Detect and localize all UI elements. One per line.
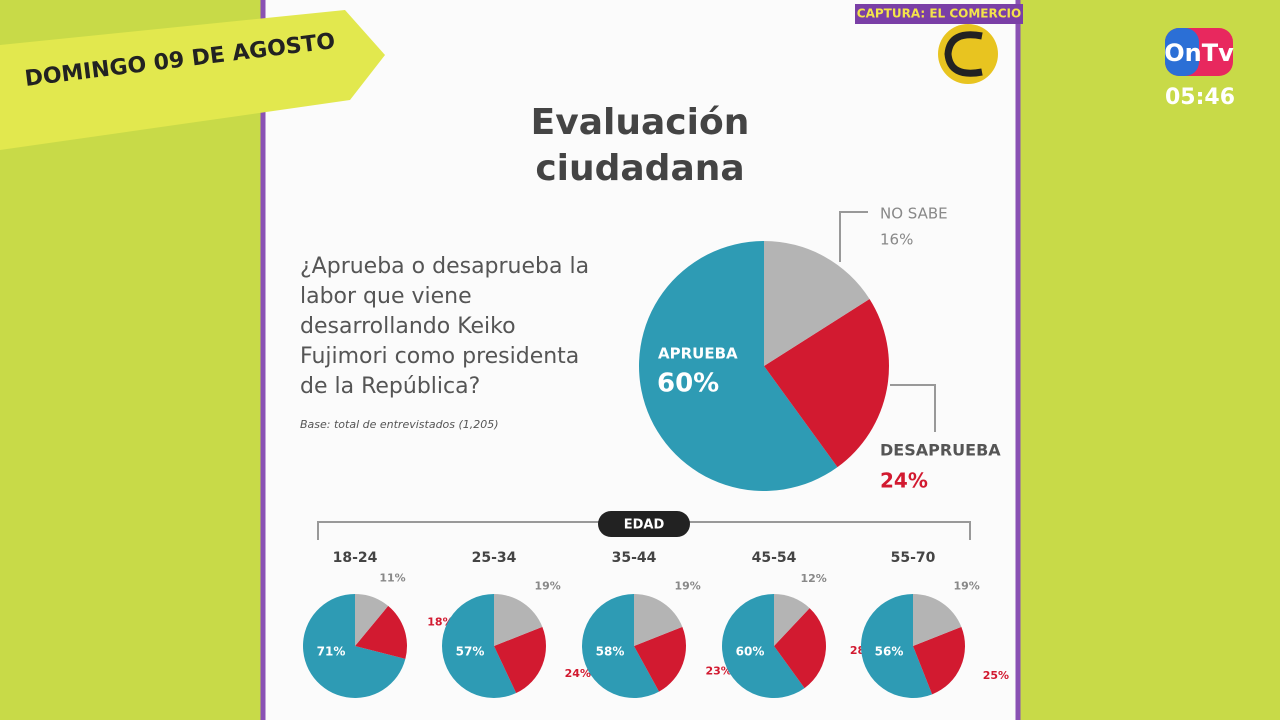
credit: CAPTURA: EL COMERCIO [857,7,1021,21]
pie-slice [913,626,965,695]
pie-slice [764,241,870,366]
chart-title: Evaluación ciudadana [530,102,750,189]
slice-label: 19% [534,579,560,592]
date-banner-shape [0,10,385,150]
slice-label: 58% [596,645,625,659]
pie-title: 45-54 [752,550,797,566]
pie-slice [861,594,933,698]
slice-label: 16% [880,231,913,249]
pie-slice [355,605,407,659]
pie-slice [764,299,890,468]
pie-slice [913,594,962,646]
pie-slice [634,594,683,646]
question: ¿Aprueba o desaprueba la labor que viene… [300,254,590,399]
pie-slice [582,594,660,698]
pie-slice [639,241,838,491]
pie-title: 18-24 [333,550,378,566]
slice-label: 24% [880,469,928,493]
channel-logo: OnTv [1164,39,1234,67]
pie-title: 55-70 [891,550,936,566]
pie-title: 35-44 [612,550,657,566]
slice-category: NO SABE [880,205,948,223]
note: Base: total de entrevistados (1,205) [300,418,499,431]
channel-logo-bg-left [1165,28,1199,76]
slice-label: 24% [565,667,591,680]
age-pill [598,511,690,537]
slice-label: 12% [801,572,827,585]
slice-category: APRUEBA [658,345,738,363]
slice-label: 71% [317,645,346,659]
leader-line [839,211,868,262]
newspaper-logo-mark [944,31,983,77]
pie-slice [494,626,546,694]
pie-slice [303,594,406,699]
slice-label: 25% [983,669,1009,682]
slice-label: 56% [875,645,904,659]
slice-category: DESAPRUEBA [880,441,1001,460]
pie-slice [774,594,810,646]
slice-label: 60% [657,369,719,399]
slice-label: 57% [456,645,485,659]
slice-label: 19% [674,579,700,592]
slice-label: 19% [953,579,979,592]
pie-slice [441,594,517,699]
age-header: EDAD [624,518,665,533]
slice-label: 60% [736,645,765,659]
clock: 05:46 [1165,85,1235,110]
leader-line [890,384,936,432]
slice-label: 11% [379,571,405,584]
pie-slice [722,594,805,698]
pie-slice [494,594,543,646]
credit-bg [855,4,1023,24]
slice-label: 23% [706,665,732,678]
pie-title: 25-34 [472,550,517,566]
pie-slice [774,608,826,689]
pie-slice [634,626,686,692]
pie-slice [355,594,389,646]
